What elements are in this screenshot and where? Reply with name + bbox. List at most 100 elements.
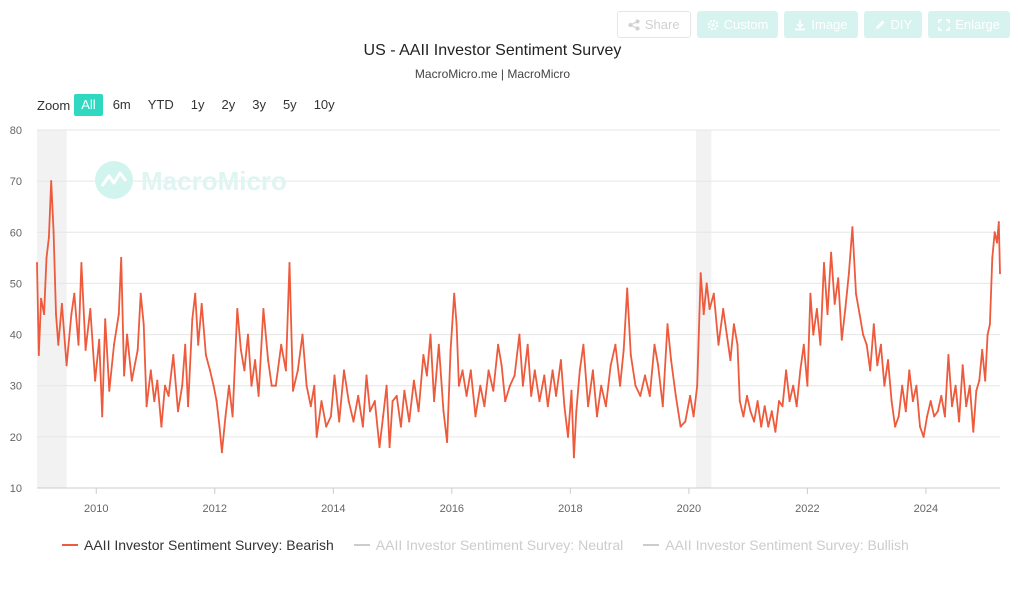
data-point <box>986 333 989 336</box>
data-point <box>50 180 53 183</box>
data-point <box>696 384 699 387</box>
data-point <box>904 410 907 413</box>
data-point <box>474 415 477 418</box>
data-point <box>887 359 889 362</box>
data-point <box>352 420 355 423</box>
data-point <box>954 384 957 387</box>
data-point <box>469 369 472 372</box>
legend-item-neutral[interactable]: AAII Investor Sentiment Survey: Neutral <box>353 537 624 553</box>
data-point <box>883 384 886 387</box>
zoom-6m-button[interactable]: 6m <box>112 97 131 112</box>
data-point <box>425 374 428 377</box>
data-point <box>325 425 328 428</box>
data-point <box>461 369 464 372</box>
data-point <box>717 343 720 346</box>
data-point <box>77 343 80 346</box>
data-point <box>890 400 893 403</box>
data-point <box>262 308 265 310</box>
data-point <box>736 343 739 346</box>
zoom-3y-button[interactable]: 3y <box>252 97 266 112</box>
data-point <box>457 384 460 387</box>
data-point <box>567 435 569 438</box>
y-tick-label: 60 <box>10 227 22 239</box>
data-point <box>897 415 900 418</box>
data-point <box>329 415 332 418</box>
zoom-all-button[interactable]: All <box>74 94 103 116</box>
image-button[interactable]: Image <box>784 11 858 38</box>
watermark-text: MacroMicro <box>141 166 287 196</box>
expand-icon <box>938 18 950 31</box>
enlarge-button[interactable]: Enlarge <box>928 11 1010 38</box>
data-point <box>795 405 798 408</box>
data-point <box>492 389 495 392</box>
data-point <box>940 394 943 397</box>
legend-label-neutral: AAII Investor Sentiment Survey: Neutral <box>375 537 624 553</box>
legend-item-bearish[interactable]: AAII Investor Sentiment Survey: Bearish <box>62 537 334 553</box>
data-point <box>191 318 194 321</box>
data-point <box>819 343 822 346</box>
data-point <box>639 394 642 397</box>
data-point <box>978 379 981 382</box>
share-button[interactable]: Share <box>616 11 691 38</box>
data-point <box>40 297 43 300</box>
data-point <box>756 400 759 403</box>
data-point <box>288 262 291 264</box>
data-point <box>513 374 516 377</box>
data-point <box>894 425 897 428</box>
x-tick-label: 2022 <box>795 503 819 515</box>
diy-button[interactable]: DIY <box>863 11 923 38</box>
data-point <box>876 364 879 367</box>
data-point <box>388 446 391 449</box>
data-point <box>239 348 242 351</box>
data-point <box>160 425 163 428</box>
data-point <box>926 415 929 418</box>
data-point <box>997 221 1000 224</box>
data-point <box>670 359 673 362</box>
zoom-1y-button[interactable]: 1y <box>190 97 205 112</box>
y-tick-label: 10 <box>10 483 22 495</box>
zoom-ytd-button[interactable]: YTD <box>147 97 174 112</box>
data-point <box>692 415 695 418</box>
data-point <box>981 348 984 351</box>
data-point <box>812 333 815 336</box>
data-point <box>296 369 299 372</box>
zoom-5y-button[interactable]: 5y <box>282 97 297 112</box>
data-point <box>153 400 156 403</box>
data-point <box>218 425 221 428</box>
data-point <box>729 359 732 362</box>
data-point <box>197 343 200 346</box>
data-point <box>644 374 646 377</box>
data-point <box>108 389 111 392</box>
data-point <box>826 313 829 316</box>
data-point <box>301 333 304 336</box>
data-point <box>722 308 725 310</box>
data-point <box>391 400 394 403</box>
data-point <box>408 420 411 423</box>
data-point <box>947 354 950 356</box>
data-point <box>80 262 83 264</box>
data-point <box>270 384 273 387</box>
data-point <box>746 394 748 397</box>
bearish-series-line[interactable] <box>36 180 1001 459</box>
data-point <box>479 384 482 387</box>
data-point <box>991 256 994 259</box>
data-point <box>347 400 350 403</box>
legend-item-bullish[interactable]: AAII Investor Sentiment Survey: Bullish <box>643 537 909 553</box>
zoom-10y-button[interactable]: 10y <box>313 97 335 112</box>
zoom-2y-button[interactable]: 2y <box>221 97 236 112</box>
chart-subtitle: MacroMicro.me | MacroMicro <box>414 67 571 81</box>
data-point <box>609 364 612 367</box>
data-point <box>788 400 791 403</box>
data-point <box>94 379 97 382</box>
data-point <box>908 369 911 372</box>
data-point <box>117 313 120 316</box>
data-point <box>725 333 728 336</box>
data-point <box>52 231 55 234</box>
data-point <box>753 420 756 423</box>
data-point <box>204 354 207 356</box>
data-point <box>538 400 541 403</box>
custom-button[interactable]: Custom <box>696 11 779 38</box>
data-point <box>455 323 458 326</box>
data-point <box>806 384 809 387</box>
data-point <box>73 292 76 295</box>
